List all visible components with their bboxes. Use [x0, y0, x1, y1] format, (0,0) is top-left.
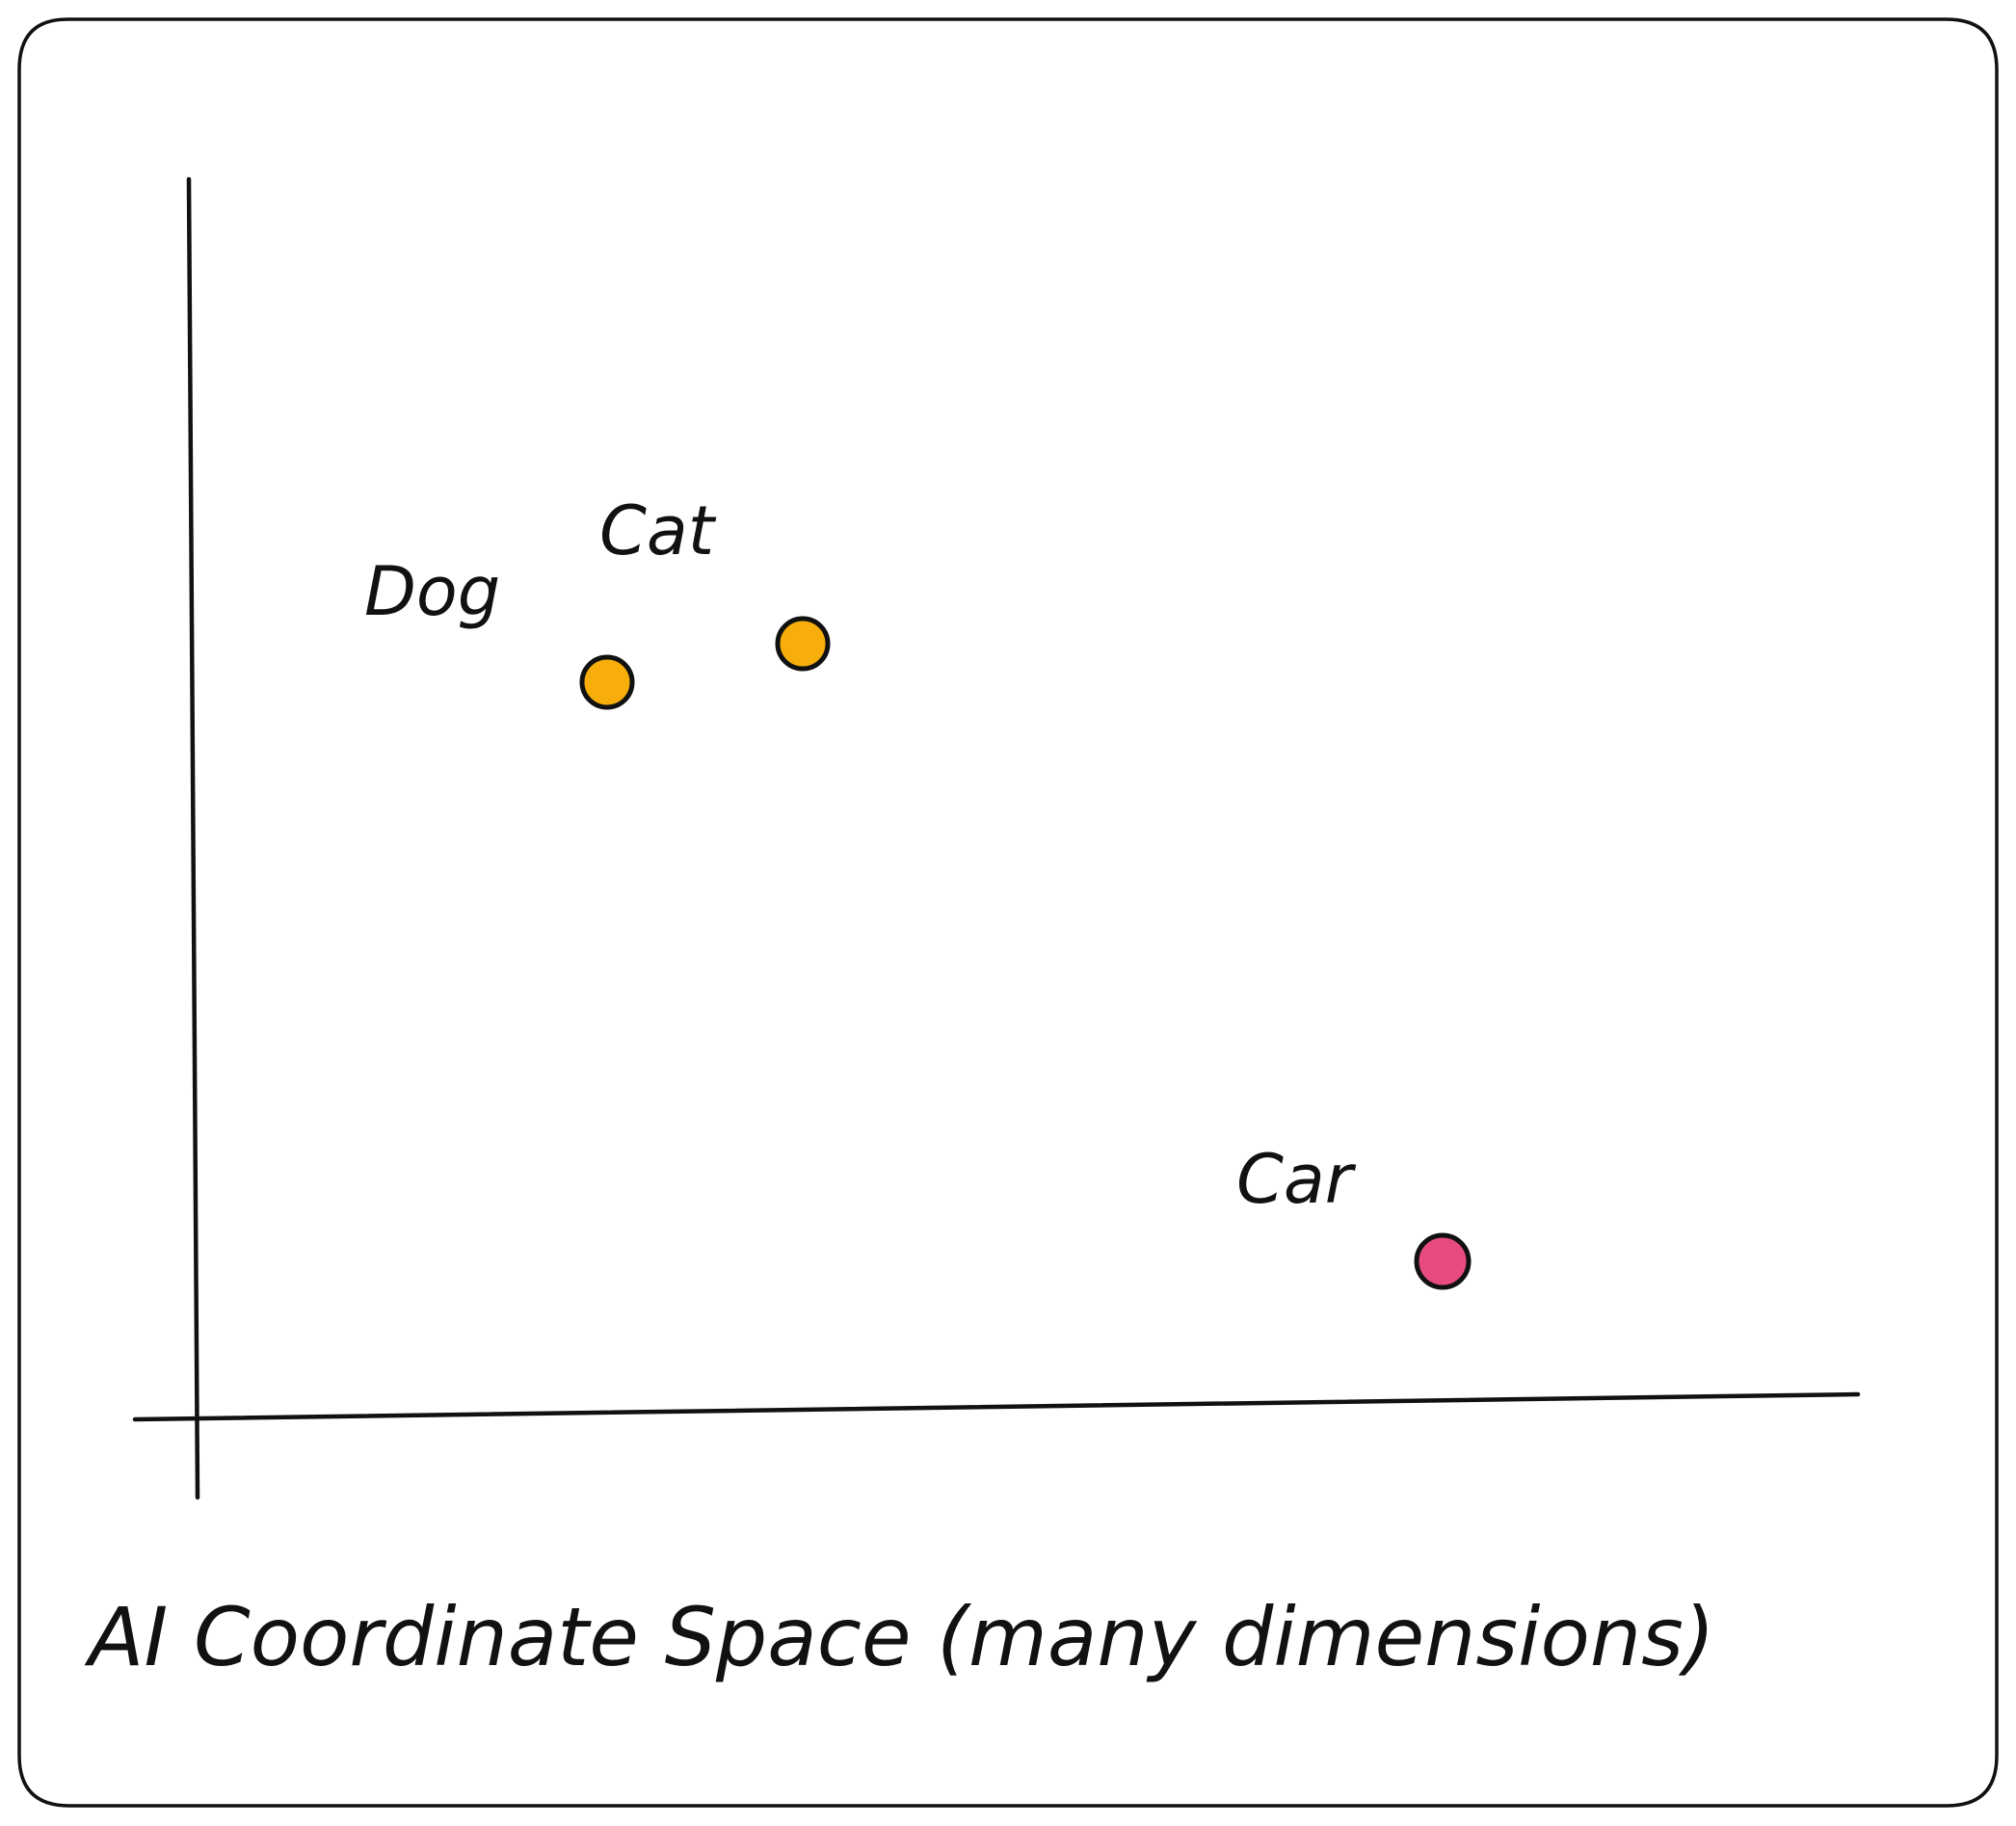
dog-label: Dog	[364, 552, 500, 631]
dog-point	[579, 654, 635, 710]
cat-label: Cat	[599, 491, 717, 570]
car-label: Car	[1236, 1140, 1357, 1219]
car-point	[1414, 1232, 1472, 1290]
caption: AI Coordinate Space (many dimensions)	[84, 1590, 1715, 1684]
cat-point	[775, 616, 831, 672]
y-axis	[186, 176, 200, 1500]
frame-border	[17, 17, 1999, 1808]
x-axis	[132, 1391, 1861, 1422]
